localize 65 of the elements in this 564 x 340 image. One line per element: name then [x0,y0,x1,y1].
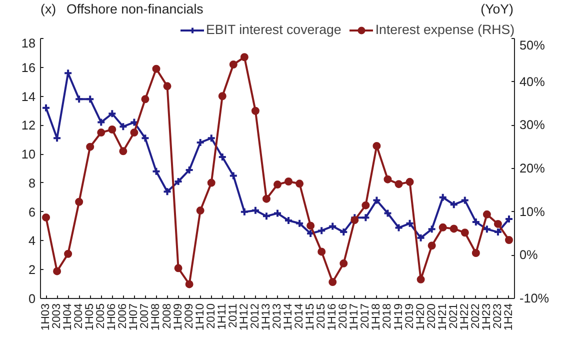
x-tick-label: 2017 [360,304,372,329]
x-tick-label: 2007 [139,304,152,329]
x-tick-label: 1H03 [40,303,52,331]
chart-title: Offshore non-financials [66,2,204,16]
x-tick-label: 2016 [338,304,350,329]
x-tick-label: 1H13 [260,303,272,331]
x-tick-label: 1H11 [216,303,228,330]
x-tick-label: 1H19 [392,303,405,331]
y-tick-label: 2 [28,263,36,278]
x-tick-label: 2021 [448,303,460,329]
y-tick-label: 18 [21,36,36,50]
x-tick-label: 1H12 [238,303,250,331]
x-tick-label: 1H10 [194,303,206,331]
y-tick-label: 12 [21,118,36,133]
x-tick-label: 2010 [205,304,218,329]
x-tick-label: 2019 [404,303,416,329]
x-tick-label: 2013 [272,304,284,329]
y2-tick-label: -10% [520,292,550,306]
x-tick-label: 1H17 [348,303,361,331]
y-tick-label: 14 [21,90,36,104]
x-tick-label: 2015 [316,304,328,329]
y-tick-label: 6 [28,205,36,220]
y2-tick-label: 10% [520,204,545,219]
x-tick-label: 1H06 [106,303,118,331]
y-tick-label: 8 [28,176,36,190]
x-tick-label: 2004 [73,304,86,329]
x-tick-label: 1H23 [480,303,493,331]
x-tick-label: 2011 [227,303,240,328]
x-tick-label: 2006 [117,304,130,329]
legend-label: EBIT interest coverage [206,22,342,37]
x-tick-label: 2005 [95,304,108,329]
y-tick-label: 16 [21,60,36,75]
x-tick-label: 1H04 [62,303,74,331]
x-tick-label: 2020 [426,303,438,329]
x-tick-label: 2003 [51,304,64,329]
x-tick-label: 2023 [492,303,504,329]
legend-label: Interest expense (RHS) [375,22,515,37]
y2-tick-label: 30% [520,118,545,132]
x-tick-label: 1H05 [84,303,96,331]
y-tick-label: 10 [21,148,36,162]
y-axis-title: (x) [40,2,56,16]
x-tick-label: 2022 [470,303,482,329]
x-tick-label: 2014 [294,304,306,329]
y-tick-label: 0 [28,292,36,306]
x-tick-label: 1H20 [414,303,427,331]
y2-tick-label: 20% [520,162,545,176]
x-tick-label: 2009 [183,304,196,329]
x-tick-label: 1H22 [458,303,471,331]
x-tick-label: 1H15 [304,303,317,331]
y-tick-label: 4 [28,234,36,248]
x-tick-label: 1H21 [436,303,449,331]
x-tick-label: 1H18 [370,303,383,331]
x-tick-label: 1H16 [326,303,339,331]
y2-axis-title: (YoY) [480,2,514,16]
y2-tick-label: 50% [520,38,545,52]
y2-tick-label: 0% [520,248,538,262]
x-tick-label: 2018 [382,304,394,329]
y2-tick-label: 40% [520,74,545,89]
x-tick-label: 2008 [161,304,174,329]
x-tick-label: 1H07 [128,303,140,331]
x-tick-label: 1H14 [282,303,295,331]
x-tick-label: 1H08 [150,303,162,331]
x-tick-label: 1H09 [172,303,184,331]
x-tick-label: 2012 [249,304,262,329]
x-tick-label: 1H24 [502,303,515,331]
